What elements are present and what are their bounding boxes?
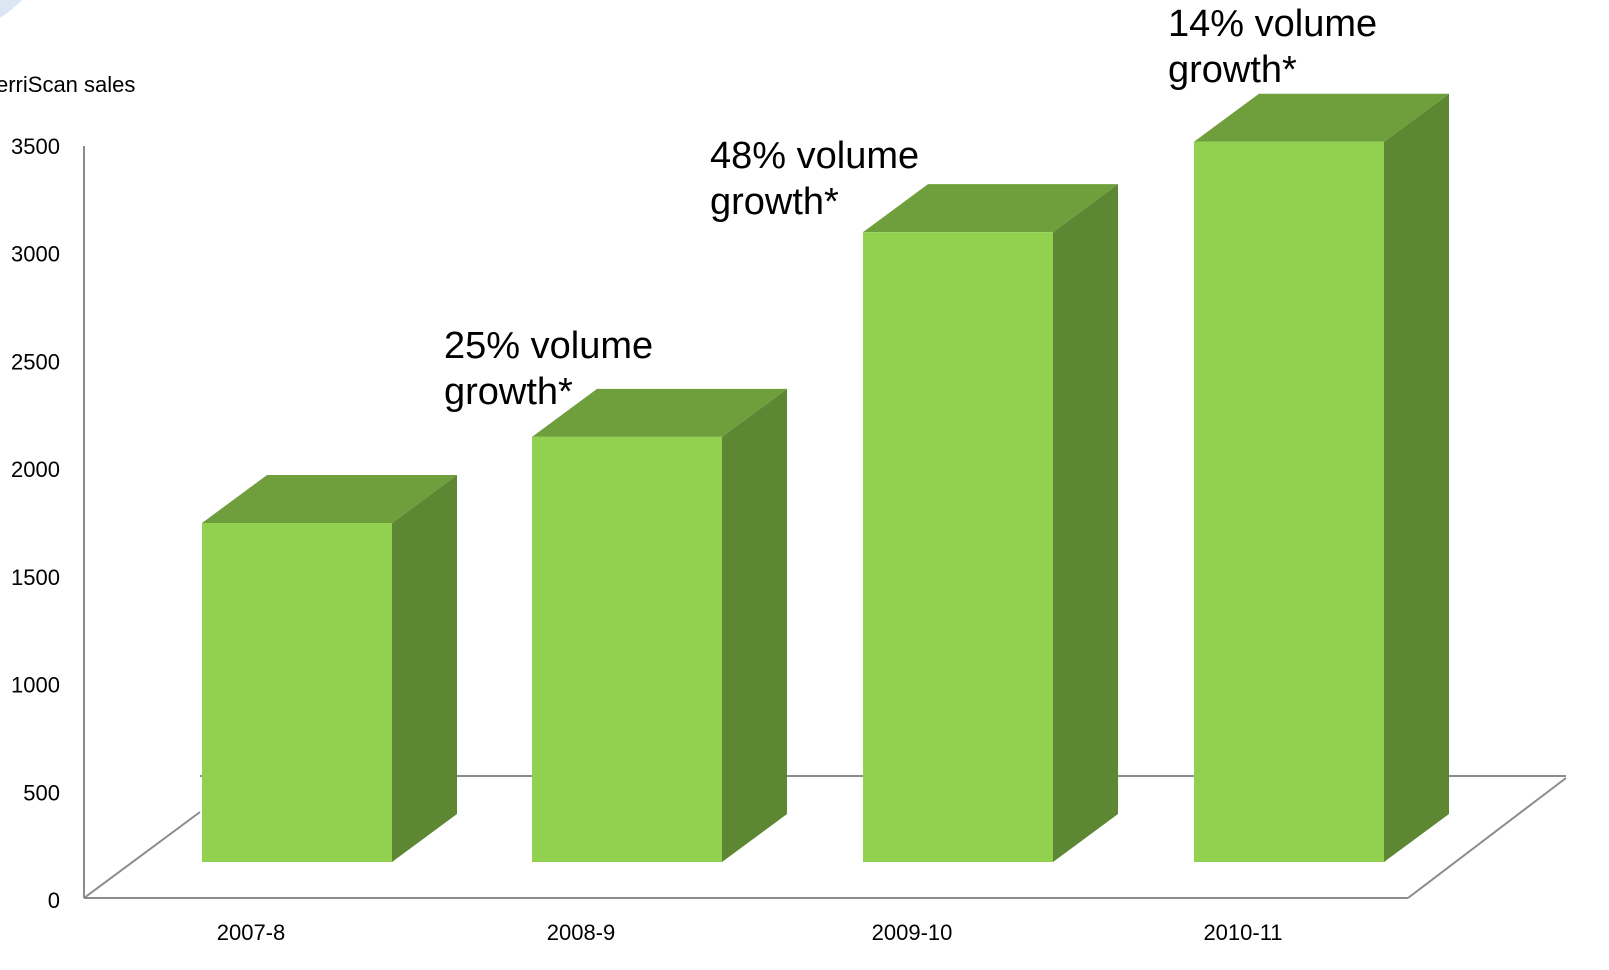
bar-side-face — [1053, 184, 1118, 862]
y-tick-label: 500 — [23, 780, 60, 805]
y-tick-label: 3500 — [11, 134, 60, 159]
x-tick-label: 2008-9 — [547, 920, 616, 945]
y-tick-label: 2500 — [11, 349, 60, 374]
annotation-line: growth* — [710, 181, 839, 223]
bar-front-face — [863, 232, 1053, 862]
annotation-line: 25% volume — [444, 325, 653, 367]
x-tick-labels: 2007-8 2008-9 2009-10 2010-11 — [217, 920, 1283, 945]
bars — [202, 93, 1449, 863]
bar-top-face — [863, 184, 1118, 233]
bar-front-face — [532, 436, 722, 862]
bar-side-face — [1384, 93, 1449, 863]
bar-side-face — [392, 475, 457, 862]
annotation-line: 14% volume — [1168, 3, 1377, 45]
bar-2007-8 — [202, 475, 457, 862]
bar-top-face — [532, 388, 787, 437]
y-tick-label: 0 — [48, 888, 60, 913]
bar-front-face — [202, 523, 392, 862]
annotation-2008-9: 25% volume growth* — [444, 325, 653, 413]
y-tick-labels: 0 500 1000 1500 2000 2500 3000 3500 — [11, 134, 60, 913]
annotation-line: growth* — [444, 371, 573, 413]
corner-decoration — [0, 0, 22, 18]
bar-2010-11 — [1194, 93, 1449, 863]
x-tick-label: 2009-10 — [872, 920, 953, 945]
bar-2009-10 — [863, 184, 1118, 862]
y-tick-label: 3000 — [11, 242, 60, 267]
y-tick-label: 1500 — [11, 565, 60, 590]
y-tick-label: 2000 — [11, 457, 60, 482]
annotation-2009-10: 48% volume growth* — [710, 135, 919, 223]
bar-front-face — [1194, 141, 1384, 863]
floor-left-edge — [83, 811, 201, 899]
y-axis-title: erriScan sales — [0, 72, 135, 97]
annotation-line: growth* — [1168, 49, 1297, 91]
annotation-2010-11: 14% volume growth* — [1168, 3, 1377, 91]
bar-2008-9 — [532, 388, 787, 862]
y-tick-label: 1000 — [11, 673, 60, 698]
x-tick-label: 2010-11 — [1203, 920, 1282, 945]
x-tick-label: 2007-8 — [217, 920, 286, 945]
bar-side-face — [722, 388, 787, 862]
floor-right-edge — [1407, 777, 1567, 899]
annotation-line: 48% volume — [710, 135, 919, 177]
bar-top-face — [202, 475, 457, 523]
bar-top-face — [1194, 93, 1449, 142]
growth-annotations: 25% volume growth*48% volume growth*14% vo… — [444, 3, 1377, 413]
